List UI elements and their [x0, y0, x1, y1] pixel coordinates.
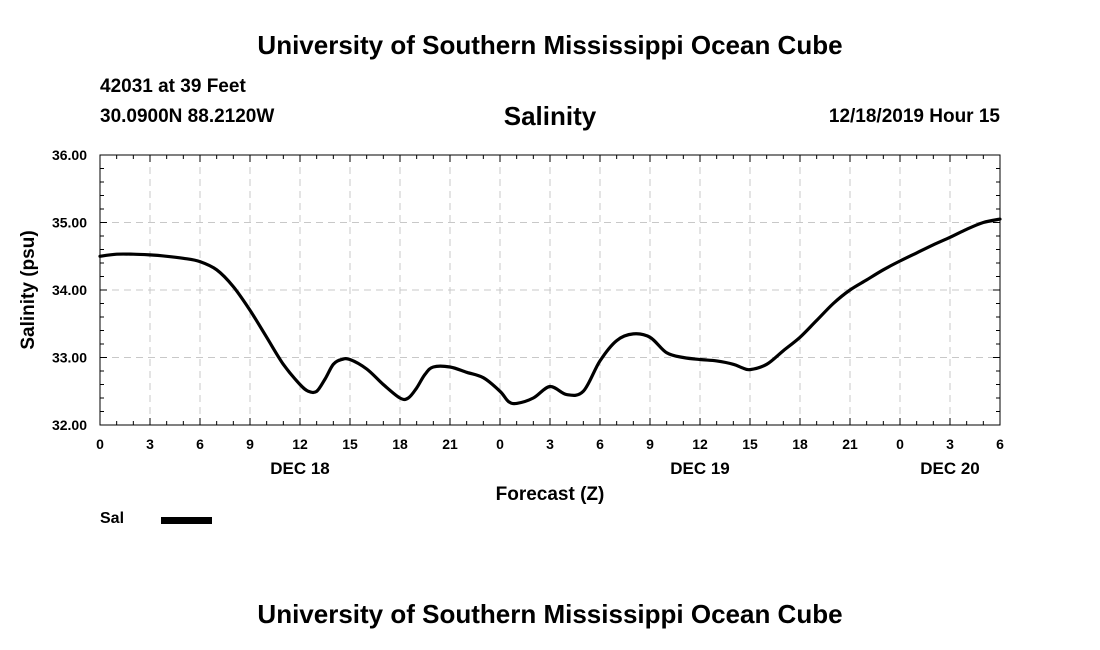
y-tick-label: 32.00 [52, 417, 87, 433]
footer-title: University of Southern Mississippi Ocean… [257, 599, 843, 629]
x-tick-label: 9 [246, 436, 254, 452]
series-line-sal [98, 217, 1002, 406]
station-label: 42031 at 39 Feet [100, 76, 246, 97]
x-tick-label: 21 [442, 436, 458, 452]
forecast-datetime-label: 12/18/2019 Hour 15 [828, 106, 1000, 127]
x-tick-label: 6 [996, 436, 1004, 452]
x-tick-label: 18 [792, 436, 808, 452]
x-tick-label: 3 [946, 436, 954, 452]
date-label: DEC 18 [270, 459, 330, 478]
date-label: DEC 20 [920, 459, 980, 478]
x-tick-label: 0 [896, 436, 904, 452]
y-tick-label: 36.00 [52, 147, 87, 163]
x-tick-label: 0 [96, 436, 104, 452]
x-tick-label: 15 [742, 436, 758, 452]
x-tick-label: 6 [596, 436, 604, 452]
y-tick-label: 33.00 [52, 350, 87, 366]
axis-ticks [99, 154, 1001, 426]
date-label: DEC 19 [670, 459, 730, 478]
x-tick-label: 0 [496, 436, 504, 452]
x-tick-label: 3 [146, 436, 154, 452]
tick-labels: 0 3 6 9 12 15 18 21 0 3 6 9 12 15 18 21 0 3 6 32.00 33.00 34.… [52, 147, 1004, 478]
y-tick-label: 35.00 [52, 215, 87, 231]
x-tick-label: 12 [292, 436, 308, 452]
x-tick-label: 12 [692, 436, 708, 452]
x-tick-label: 3 [546, 436, 554, 452]
x-tick-label: 6 [196, 436, 204, 452]
x-tick-label: 18 [392, 436, 408, 452]
x-tick-label: 9 [646, 436, 654, 452]
page-title: University of Southern Mississippi Ocean… [257, 30, 843, 60]
x-axis-label: Forecast (Z) [496, 484, 605, 505]
coordinates-label: 30.0900N 88.2120W [100, 106, 275, 127]
legend-swatch [161, 517, 212, 524]
legend-label: Sal [100, 510, 125, 527]
chart-title: Salinity [503, 101, 597, 131]
grid [100, 155, 1000, 425]
x-tick-label: 21 [842, 436, 858, 452]
y-axis-label: Salinity (psu) [18, 230, 39, 349]
x-tick-label: 15 [342, 436, 358, 452]
y-tick-label: 34.00 [52, 282, 87, 298]
